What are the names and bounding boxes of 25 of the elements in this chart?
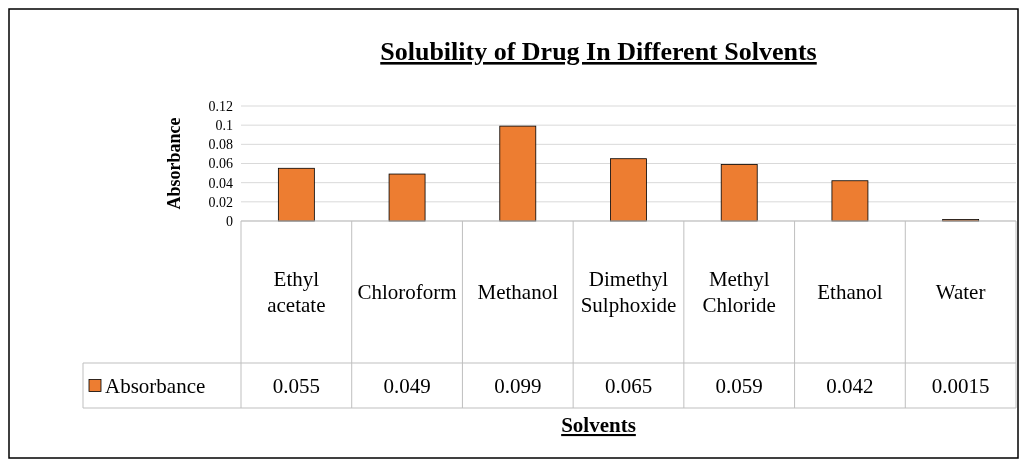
x-tick-label: Chloroform xyxy=(357,280,457,305)
x-tick-label: Water xyxy=(935,280,986,305)
data-label: 0.055 xyxy=(272,373,320,398)
y-tick-label: 0.12 xyxy=(208,98,233,114)
x-tick-label: Ethanol xyxy=(817,280,883,305)
x-axis-title: Solvents xyxy=(561,413,636,437)
y-tick-label: 0.08 xyxy=(208,137,233,153)
x-tick-label: Methanol xyxy=(477,280,559,305)
x-tick-label: Methyl Chloride xyxy=(702,267,776,318)
data-label: 0.0015 xyxy=(931,373,990,398)
data-label: 0.049 xyxy=(383,373,431,398)
y-tick-label: 0.04 xyxy=(208,175,233,191)
y-tick-label: 0 xyxy=(226,213,233,229)
y-tick-label: 0.06 xyxy=(208,156,233,172)
y-tick-label: 0.02 xyxy=(208,194,233,210)
y-axis-title: Absorbance xyxy=(164,117,184,210)
y-tick-label: 0.1 xyxy=(215,118,233,134)
x-tick-label: Dimethyl Sulphoxide xyxy=(580,267,677,318)
x-tick-label: Ethyl acetate xyxy=(267,267,326,318)
data-label: 0.099 xyxy=(494,373,542,398)
data-label: 0.042 xyxy=(826,373,874,398)
data-label: 0.059 xyxy=(715,373,763,398)
chart-title: Solubility of Drug In Different Solvents xyxy=(380,37,817,66)
data-label: 0.065 xyxy=(604,373,653,398)
legend-label: Absorbance xyxy=(105,373,206,398)
